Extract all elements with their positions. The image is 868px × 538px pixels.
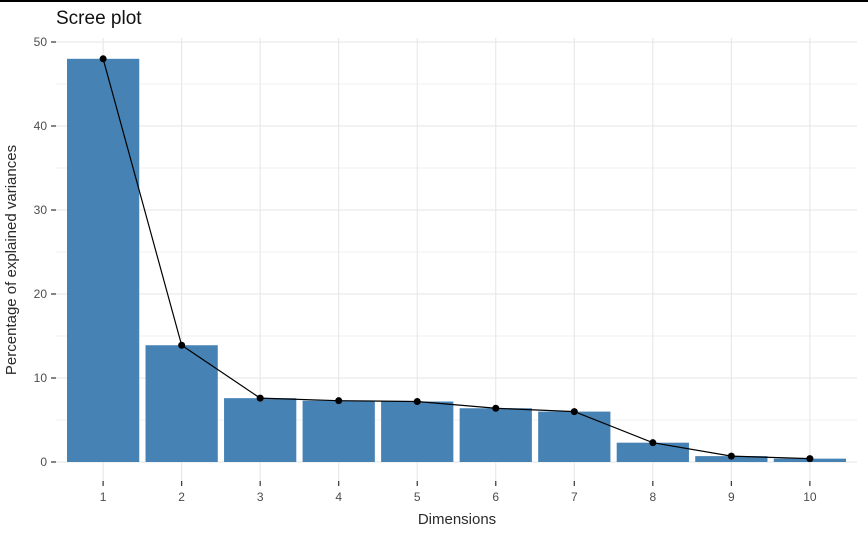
y-tick-label-10: 10 (34, 371, 48, 385)
x-tick-label-9: 9 (728, 490, 735, 504)
x-tick-label-5: 5 (414, 490, 421, 504)
y-tick-label-30: 30 (34, 203, 48, 217)
x-axis-title: Dimensions (418, 511, 496, 528)
scree-point-dim-7 (570, 408, 578, 416)
bar-dim-2 (145, 345, 218, 462)
scree-point-dim-1 (99, 55, 107, 63)
scree-point-dim-4 (335, 397, 343, 405)
scree-point-dim-2 (178, 341, 186, 349)
scree-point-dim-9 (727, 452, 735, 460)
major-gridlines (56, 38, 857, 481)
x-tick-label-10: 10 (803, 490, 817, 504)
bar-dim-5 (381, 401, 454, 462)
bar-dim-7 (538, 411, 611, 462)
axis-tick-labels: 0 10 20 30 40 50 1 2 3 4 5 6 7 8 9 10 (34, 35, 817, 504)
y-tick-label-40: 40 (34, 119, 48, 133)
x-tick-label-3: 3 (257, 490, 264, 504)
y-tick-label-20: 20 (34, 287, 48, 301)
scree-points (99, 55, 814, 463)
axis-tick-marks (51, 41, 811, 486)
bar-dim-6 (459, 408, 532, 462)
scree-point-dim-5 (413, 398, 421, 406)
bar-dim-3 (224, 398, 297, 462)
scree-point-dim-3 (256, 394, 264, 402)
window-top-border (0, 0, 868, 2)
bar-dim-4 (302, 400, 375, 462)
bar-dim-8 (616, 442, 689, 462)
bar-dim-1 (66, 58, 140, 463)
x-tick-label-1: 1 (100, 490, 107, 504)
y-tick-label-0: 0 (40, 455, 47, 469)
x-tick-label-7: 7 (571, 490, 578, 504)
scree-point-dim-8 (649, 439, 657, 447)
scree-point-dim-10 (806, 455, 814, 463)
x-tick-label-8: 8 (649, 490, 656, 504)
scree-polyline (102, 58, 810, 460)
x-tick-label-2: 2 (178, 490, 185, 504)
chart-title: Scree plot (56, 8, 142, 29)
y-tick-label-50: 50 (34, 35, 48, 49)
x-tick-label-6: 6 (492, 490, 499, 504)
x-tick-label-4: 4 (335, 490, 342, 504)
scree-point-dim-6 (492, 404, 500, 412)
scree-line (102, 58, 810, 460)
y-axis-title: Percentage of explained variances (3, 145, 20, 375)
